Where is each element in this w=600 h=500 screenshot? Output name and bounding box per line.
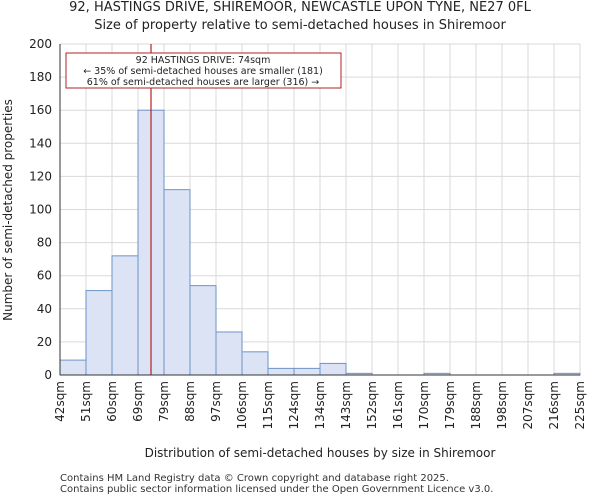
footer-line-1: Contains HM Land Registry data © Crown c… xyxy=(60,473,449,484)
y-axis-label: Number of semi-detached properties xyxy=(1,99,15,321)
histogram-bar xyxy=(267,367,295,376)
x-tick-label: 106sqm xyxy=(235,381,249,429)
x-tick-label: 216sqm xyxy=(547,381,561,429)
histogram-bar xyxy=(111,255,139,376)
histogram-bar xyxy=(293,367,321,376)
x-tick-label: 207sqm xyxy=(521,381,535,429)
footer-line-2: Contains public sector information licen… xyxy=(60,484,494,495)
x-tick-label: 79sqm xyxy=(157,381,171,422)
x-tick-label: 124sqm xyxy=(287,381,301,429)
y-tick-label: 80 xyxy=(37,236,52,250)
x-tick-label: 51sqm xyxy=(79,381,93,422)
bars xyxy=(59,109,581,376)
y-tick-label: 100 xyxy=(29,203,52,217)
annotation-line-3: 61% of semi-detached houses are larger (… xyxy=(87,77,320,88)
x-tick-label: 134sqm xyxy=(313,381,327,429)
x-tick-label: 161sqm xyxy=(391,381,405,429)
x-tick-label: 143sqm xyxy=(339,381,353,429)
x-tick-label: 225sqm xyxy=(573,381,587,429)
x-tick-label: 42sqm xyxy=(53,381,67,422)
chart-title: 92, HASTINGS DRIVE, SHIREMOOR, NEWCASTLE… xyxy=(69,0,531,15)
axes xyxy=(59,44,580,376)
x-tick-label: 69sqm xyxy=(131,381,145,422)
histogram-bar xyxy=(189,285,217,376)
x-tick-label: 88sqm xyxy=(183,381,197,422)
annotation-rect xyxy=(65,52,342,89)
y-tick-label: 140 xyxy=(29,136,52,150)
x-tick-label: 170sqm xyxy=(417,381,431,429)
histogram-bar xyxy=(85,290,113,376)
x-tick-label: 179sqm xyxy=(443,381,457,429)
annotation-line-2: ← 35% of semi-detached houses are smalle… xyxy=(83,66,323,77)
histogram-bar xyxy=(241,351,269,376)
y-tick-label: 120 xyxy=(29,169,52,183)
histogram-bar xyxy=(215,331,243,376)
x-tick-label: 198sqm xyxy=(495,381,509,429)
x-tick-label: 152sqm xyxy=(365,381,379,429)
histogram-bar xyxy=(319,362,347,376)
y-tick-label: 200 xyxy=(29,37,52,51)
histogram-bar xyxy=(59,359,87,376)
y-tick-label: 20 xyxy=(37,335,52,349)
y-tick-label: 160 xyxy=(29,103,52,117)
y-tick-label: 40 xyxy=(37,302,52,316)
annotation-box: 92 HASTINGS DRIVE: 74sqm ← 35% of semi-d… xyxy=(65,52,342,89)
y-tick-labels: 0 20 40 60 80 100 120 140 160 180 200 xyxy=(29,37,52,382)
x-tick-label: 188sqm xyxy=(469,381,483,429)
x-tick-labels: 42sqm 51sqm 60sqm 69sqm 79sqm 88sqm 97sqm 106sq… xyxy=(53,381,587,429)
y-tick-label: 60 xyxy=(37,269,52,283)
histogram-bar xyxy=(163,189,191,376)
x-axis-label: Distribution of semi-detached houses by … xyxy=(145,446,496,460)
x-tick-label: 97sqm xyxy=(209,381,223,422)
annotation-line-1: 92 HASTINGS DRIVE: 74sqm xyxy=(136,55,271,66)
x-tick-label: 60sqm xyxy=(105,381,119,422)
chart-subtitle: Size of property relative to semi-detach… xyxy=(94,18,506,33)
x-tick-label: 115sqm xyxy=(261,381,275,429)
y-tick-label: 180 xyxy=(29,70,52,84)
y-tick-label: 0 xyxy=(44,368,52,382)
